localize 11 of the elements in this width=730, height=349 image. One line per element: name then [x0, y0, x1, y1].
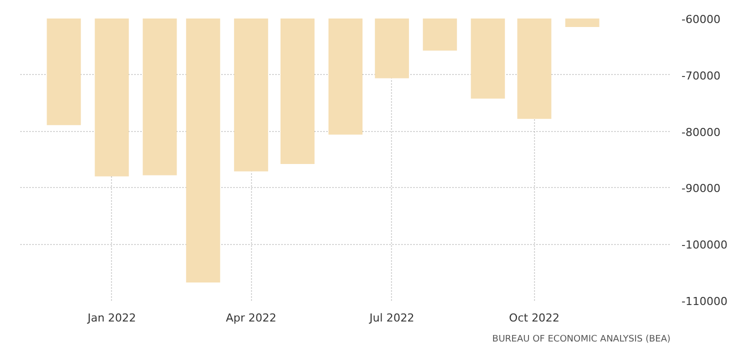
- y-tick-label: -80000: [682, 126, 720, 139]
- y-tick-label: -90000: [682, 182, 720, 196]
- y-tick-label: -60000: [682, 13, 720, 26]
- x-tick-label: Apr 2022: [226, 312, 276, 324]
- text: BUREAU OF ECONOMIC ANALYSIS (BEA): [492, 334, 671, 344]
- x-tick-label: Jul 2022: [368, 312, 414, 324]
- y-tick-label: -70000: [682, 69, 720, 82]
- x-tick-label: Jan 2022: [86, 312, 136, 324]
- y-tick-label: -110000: [682, 295, 728, 308]
- y-tick-label: -100000: [682, 238, 728, 252]
- x-tick-label: Oct 2022: [509, 312, 560, 324]
